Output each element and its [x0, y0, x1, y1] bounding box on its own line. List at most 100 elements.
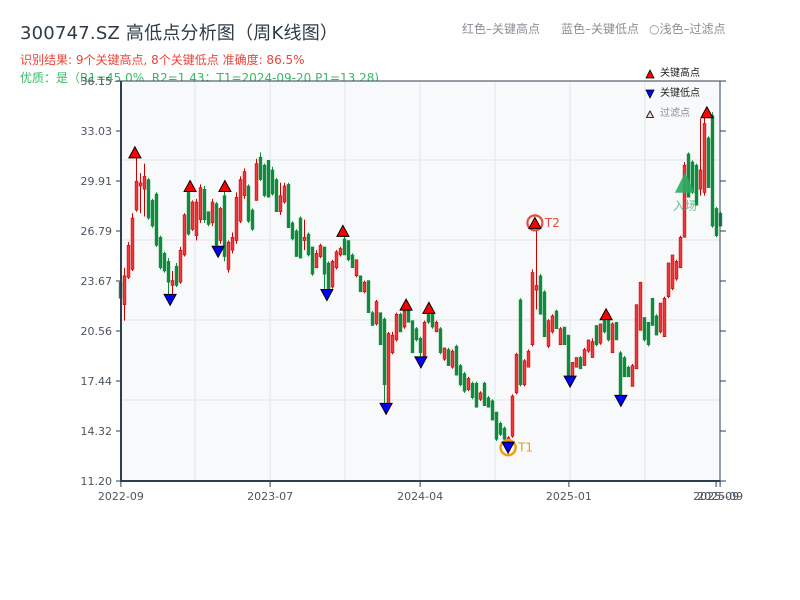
candle-body [606, 320, 611, 341]
candle-body [630, 365, 635, 387]
candle-body [394, 313, 399, 341]
candle-body [694, 164, 699, 206]
candle-body [350, 254, 355, 269]
candle-body [370, 312, 375, 326]
candle-body [438, 328, 443, 354]
candle-body [398, 313, 403, 333]
candle-body [478, 392, 483, 400]
candle-body [134, 180, 139, 211]
y-tick-label: 33.03 [81, 125, 113, 138]
t1-label: T1 [517, 441, 533, 455]
candle-body [442, 347, 447, 360]
candle-body [710, 115, 715, 227]
candle-body [358, 275, 363, 293]
legend-label: 关键高点 [660, 68, 700, 79]
candle-body [534, 285, 539, 291]
candle-body [490, 400, 495, 421]
key-low-marker-icon [414, 356, 428, 369]
legend-item-key-high: 关键高点 [645, 64, 700, 84]
candle-body [254, 163, 259, 201]
candle-body [494, 411, 499, 440]
candle-body [698, 169, 703, 190]
candle-body [250, 209, 255, 230]
legend-label: 过滤点 [660, 108, 690, 119]
y-tick-label: 14.32 [81, 425, 113, 438]
key-low-marker-icon [614, 394, 628, 408]
candle-body [342, 238, 347, 256]
t2-ring [526, 214, 544, 232]
legend-item-filtered: 过滤点 [645, 104, 700, 124]
header-legend-filtered: ○浅色–过滤点 [649, 22, 726, 36]
candle-body [158, 237, 163, 269]
candle-body [362, 281, 367, 293]
result-summary: 识别结果: 9个关键高点, 8个关键低点 准确度: 86.5% [20, 53, 305, 67]
candle-body [246, 185, 251, 222]
candle-body [306, 233, 311, 256]
y-tick-label: 26.79 [81, 225, 113, 238]
candle-body [434, 321, 439, 333]
candle-body [242, 171, 247, 196]
candle-body [654, 315, 659, 336]
candle-body [470, 382, 475, 398]
triangle-down-icon [645, 89, 655, 99]
candle-body [278, 195, 283, 212]
candle-body [426, 312, 431, 323]
candle-body [522, 360, 527, 386]
candle-body [562, 326, 567, 346]
candle-body [146, 179, 151, 219]
candle-body [658, 302, 663, 333]
candle-body [390, 334, 395, 354]
candle-body [550, 315, 555, 333]
legend-item-key-low: 关键低点 [645, 84, 700, 104]
candle-body [178, 249, 183, 283]
candle-body [502, 427, 507, 440]
t1-ring [499, 438, 517, 457]
candle-body [270, 169, 275, 195]
candle-body [566, 334, 571, 378]
y-tick-label: 20.56 [81, 325, 113, 338]
candle-body [198, 187, 203, 220]
key-high-marker-icon [700, 105, 714, 119]
candle-body [346, 240, 351, 261]
candle-body [610, 323, 615, 354]
header-legend-low: 蓝色–关键低点 [561, 22, 640, 36]
candle-body [706, 137, 711, 188]
candle-body [486, 397, 491, 408]
candle-body [430, 313, 435, 328]
x-tick-label: 2025-01 [546, 490, 592, 503]
key-high-marker-icon [528, 216, 542, 229]
candle-body [126, 245, 131, 278]
x-tick-label: 2022-09 [98, 490, 144, 503]
candle-body [294, 230, 299, 257]
key-high-marker-icon [218, 179, 232, 193]
candle-body [298, 217, 303, 259]
candle-body [466, 378, 471, 390]
key-high-marker-icon [599, 307, 613, 321]
candle-body [514, 354, 519, 394]
key-low-marker-icon [320, 289, 334, 302]
candle-body [378, 312, 383, 346]
candle-body [686, 153, 691, 198]
candle-body [462, 373, 467, 392]
candle-body [650, 297, 655, 326]
candle-body [318, 245, 323, 257]
candle-body [238, 179, 243, 222]
candle-body [642, 317, 647, 341]
candle-body [594, 325, 599, 346]
candle-body [230, 237, 235, 251]
candle-body [402, 310, 407, 328]
y-tick-label: 17.44 [81, 375, 113, 388]
candle-body [366, 280, 371, 313]
candle-body [574, 357, 579, 368]
y-tick-label: 23.67 [81, 275, 113, 288]
candle-body [122, 275, 127, 305]
candle-body [262, 164, 267, 196]
entry-marker-icon [674, 172, 695, 193]
candle-body [714, 208, 719, 237]
key-low-marker-icon [379, 402, 393, 416]
candle-body [210, 201, 215, 224]
candle-body [446, 349, 451, 366]
key-high-marker-icon [399, 298, 413, 311]
candle-body [418, 338, 423, 354]
